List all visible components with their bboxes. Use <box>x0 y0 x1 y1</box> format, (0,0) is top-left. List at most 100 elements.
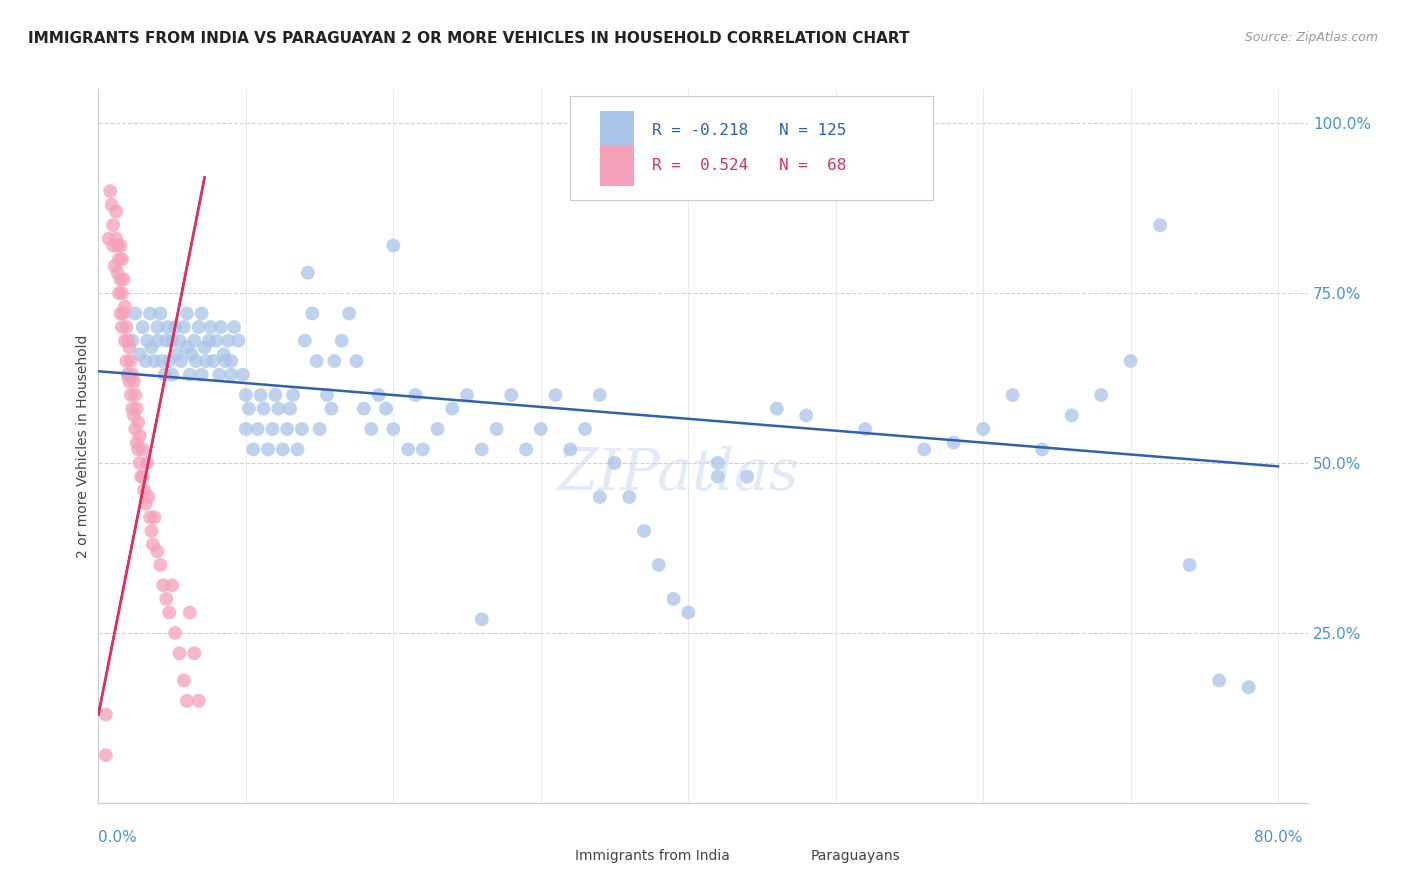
Point <box>149 306 172 320</box>
Point <box>94 707 117 722</box>
Point <box>157 606 180 620</box>
Point <box>190 306 212 320</box>
Point <box>121 401 143 416</box>
Point <box>1090 388 1112 402</box>
Point <box>252 401 274 416</box>
Point <box>485 422 508 436</box>
Point <box>1031 442 1053 457</box>
Point <box>214 354 236 368</box>
Point <box>426 422 449 436</box>
Point <box>301 306 323 320</box>
Point <box>146 320 169 334</box>
Point <box>129 469 152 483</box>
Point <box>912 442 935 457</box>
Point <box>152 578 174 592</box>
FancyBboxPatch shape <box>769 842 796 871</box>
Point <box>183 334 205 348</box>
Point <box>125 401 148 416</box>
Y-axis label: 2 or more Vehicles in Household: 2 or more Vehicles in Household <box>76 334 90 558</box>
Point <box>141 341 163 355</box>
Point <box>471 612 494 626</box>
Point <box>110 272 132 286</box>
Point <box>139 306 162 320</box>
Point <box>198 334 221 348</box>
Point <box>271 442 294 457</box>
Text: IMMIGRANTS FROM INDIA VS PARAGUAYAN 2 OR MORE VEHICLES IN HOUSEHOLD CORRELATION : IMMIGRANTS FROM INDIA VS PARAGUAYAN 2 OR… <box>28 31 910 46</box>
Point <box>501 388 523 402</box>
Point <box>222 320 245 334</box>
Point <box>1149 218 1171 232</box>
Point <box>308 422 330 436</box>
Point <box>101 218 124 232</box>
Point <box>412 442 434 457</box>
Point <box>122 375 145 389</box>
Point <box>170 354 193 368</box>
Point <box>1208 673 1230 688</box>
Point <box>160 334 183 348</box>
Point <box>316 388 339 402</box>
Text: R = -0.218: R = -0.218 <box>652 123 748 137</box>
Point <box>105 232 128 246</box>
Text: 0.0%: 0.0% <box>98 830 138 845</box>
Point <box>678 606 700 620</box>
Point <box>114 300 136 314</box>
Point <box>110 306 132 320</box>
Point <box>205 334 228 348</box>
Point <box>232 368 254 382</box>
Point <box>589 388 612 402</box>
Point <box>367 388 389 402</box>
Point <box>146 544 169 558</box>
Point <box>101 238 124 252</box>
Point <box>217 334 239 348</box>
Point <box>139 510 162 524</box>
Point <box>100 198 122 212</box>
Point <box>165 320 187 334</box>
Point <box>153 368 176 382</box>
Point <box>128 429 150 443</box>
Point <box>972 422 994 436</box>
Point <box>235 422 257 436</box>
Point <box>173 673 195 688</box>
Point <box>135 497 157 511</box>
Point <box>131 469 153 483</box>
Point <box>141 524 163 538</box>
Point <box>1178 558 1201 572</box>
Point <box>195 354 218 368</box>
Point <box>337 306 360 320</box>
Point <box>142 537 165 551</box>
Point <box>179 606 201 620</box>
Point <box>353 401 375 416</box>
Point <box>176 306 198 320</box>
Text: Paraguayans: Paraguayans <box>811 849 900 863</box>
Point <box>287 442 309 457</box>
Point <box>249 388 271 402</box>
Point <box>441 401 464 416</box>
Point <box>118 375 141 389</box>
Point <box>165 626 187 640</box>
Point <box>173 320 195 334</box>
Point <box>375 401 398 416</box>
Text: R =  0.524: R = 0.524 <box>652 159 748 173</box>
Point <box>208 368 231 382</box>
Point <box>853 422 876 436</box>
Point <box>382 422 405 436</box>
Point <box>794 409 817 423</box>
FancyBboxPatch shape <box>569 96 932 200</box>
Point <box>323 354 346 368</box>
FancyBboxPatch shape <box>600 146 634 186</box>
Point <box>219 368 242 382</box>
Point <box>143 354 166 368</box>
Point <box>166 347 188 361</box>
Point <box>134 483 156 498</box>
Point <box>115 320 138 334</box>
Point <box>169 334 191 348</box>
Point <box>515 442 537 457</box>
Point <box>297 266 319 280</box>
Point <box>346 354 368 368</box>
Point <box>128 347 150 361</box>
Point <box>1060 409 1083 423</box>
Point <box>120 354 142 368</box>
Point <box>112 306 135 320</box>
Point <box>321 401 343 416</box>
Text: Source: ZipAtlas.com: Source: ZipAtlas.com <box>1244 31 1378 45</box>
